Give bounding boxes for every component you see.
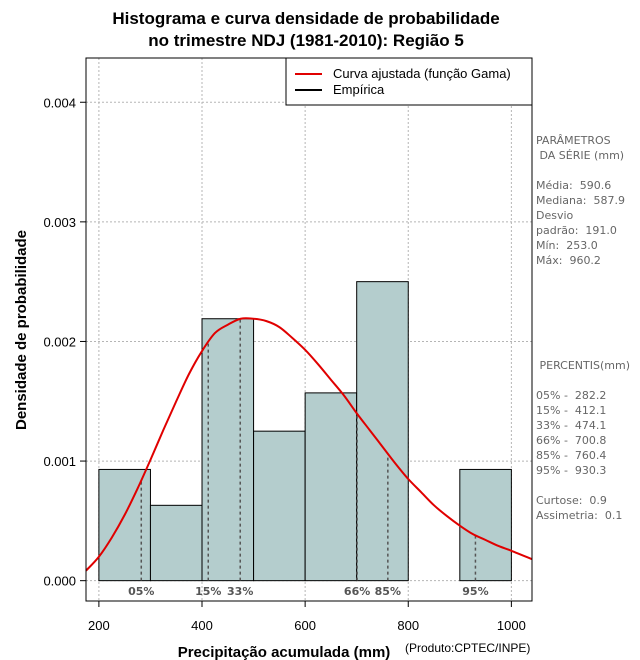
- legend: Curva ajustada (função Gama) Empírica: [285, 57, 533, 106]
- percentile-85: 85% - 760.4: [536, 449, 607, 462]
- x-axis: 200 400 600 800 1000: [88, 601, 526, 633]
- percentile-05: 05% - 282.2: [536, 389, 607, 402]
- y-axis: 0.000 0.001 0.002 0.003 0.004: [43, 95, 86, 589]
- percentis-title: PERCENTIS(mm): [536, 359, 630, 372]
- stat-min: Mín: 253.0: [536, 239, 598, 252]
- y-tick-label: 0.002: [43, 334, 76, 349]
- stat-mediana: Mediana: 587.9: [536, 194, 625, 207]
- fitted-curve-layer: [85, 317, 533, 572]
- stat-max: Máx: 960.2: [536, 254, 601, 267]
- params-subtitle: DA SÉRIE (mm): [536, 149, 625, 162]
- legend-box: [285, 57, 533, 106]
- stat-curtose: Curtose: 0.9: [536, 494, 607, 507]
- stat-desvio-label: Desvio: [536, 209, 574, 222]
- percentile-15: 15% - 412.1: [536, 404, 607, 417]
- percentile-33: 33% - 474.1: [536, 419, 607, 432]
- y-tick-label: 0.004: [43, 95, 76, 110]
- histogram-bar: [253, 430, 306, 582]
- x-tick-label: 400: [191, 618, 213, 633]
- percentile-66: 66% - 700.8: [536, 434, 607, 447]
- histogram-bar: [201, 318, 255, 582]
- percentile-label: 95%: [462, 585, 488, 598]
- stat-media: Média: 590.6: [536, 179, 612, 192]
- product-credit: (Produto:CPTEC/INPE): [405, 641, 530, 655]
- y-tick-label: 0.000: [43, 574, 76, 589]
- chart-title-line-2: no trimestre NDJ (1981-2010): Região 5: [148, 31, 464, 50]
- y-tick-label: 0.003: [43, 215, 76, 230]
- percentile-label: 15%: [195, 585, 221, 598]
- legend-label-empirical: Empírica: [333, 82, 385, 97]
- histogram-bar: [459, 468, 512, 582]
- stat-assimetria: Assimetria: 0.1: [536, 509, 623, 522]
- percentile-label: 85%: [375, 585, 401, 598]
- y-axis-label: Densidade de probabilidade: [13, 230, 30, 430]
- chart-title-line-1: Histograma e curva densidade de probabil…: [112, 9, 499, 28]
- legend-label-fitted-curve: Curva ajustada (função Gama): [333, 66, 511, 81]
- percentile-95: 95% - 930.3: [536, 464, 607, 477]
- percentile-label: 05%: [128, 585, 154, 598]
- y-tick-label: 0.001: [43, 454, 76, 469]
- histogram-bar: [149, 504, 203, 582]
- x-tick-label: 1000: [497, 618, 526, 633]
- statistics-panel: PARÂMETROS DA SÉRIE (mm) Média: 590.6 Me…: [536, 133, 640, 523]
- fitted-curve: [85, 317, 533, 572]
- percentile-label: 33%: [227, 585, 253, 598]
- histogram-bars: [98, 281, 512, 582]
- histogram-bar: [356, 281, 409, 582]
- histogram-bar: [98, 468, 151, 582]
- percentile-label: 66%: [344, 585, 370, 598]
- x-tick-label: 800: [397, 618, 419, 633]
- params-title: PARÂMETROS: [536, 134, 611, 147]
- x-axis-label: Precipitação acumulada (mm): [178, 644, 391, 660]
- percentile-lines: 05% 15% 33% 66% 85% 95%: [128, 318, 489, 598]
- x-tick-label: 200: [88, 618, 110, 633]
- x-tick-label: 600: [294, 618, 316, 633]
- stat-desvio-value: padrão: 191.0: [536, 224, 617, 237]
- histogram-bar: [304, 392, 358, 582]
